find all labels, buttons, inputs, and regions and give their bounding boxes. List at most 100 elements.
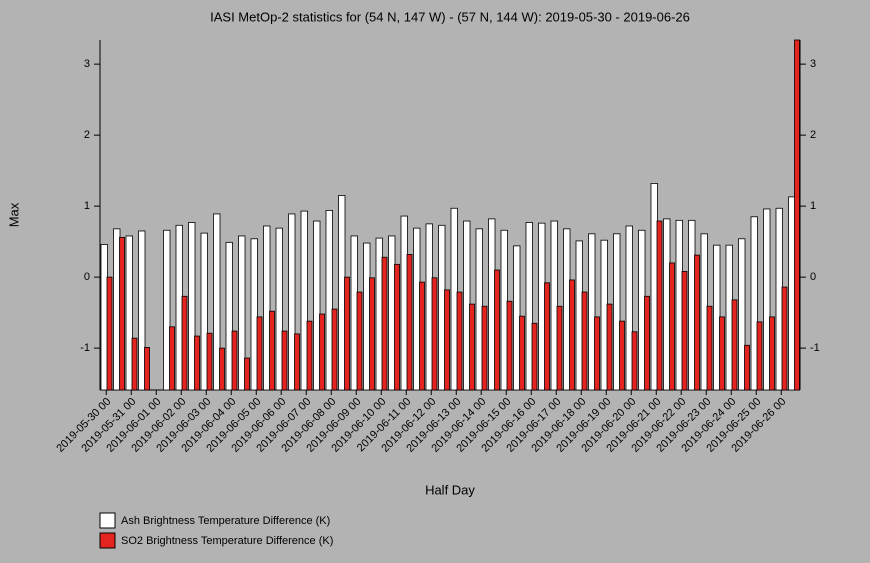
legend-swatch — [99, 532, 116, 549]
bar — [663, 218, 671, 391]
bar — [281, 330, 288, 391]
y2-tick-label: 2 — [810, 129, 816, 141]
legend-label: SO2 Brightness Temperature Difference (K… — [121, 535, 333, 547]
bar — [725, 244, 733, 391]
bar — [569, 279, 575, 391]
bar — [525, 222, 533, 391]
bar — [356, 291, 363, 391]
legend-swatch — [99, 512, 116, 529]
y2-tick-label: 0 — [810, 271, 816, 283]
bar — [769, 316, 775, 391]
y2-tick-label: 1 — [810, 200, 816, 212]
bar — [338, 195, 346, 391]
bar — [538, 222, 546, 391]
x-axis-label: Half Day — [425, 482, 475, 497]
bar — [644, 295, 650, 391]
bar — [131, 337, 138, 391]
bar — [194, 335, 200, 391]
bar — [731, 299, 738, 391]
bar — [594, 316, 600, 391]
bar — [300, 210, 308, 391]
legend-label: Ash Brightness Temperature Difference (K… — [121, 515, 330, 527]
bar — [288, 213, 296, 391]
bar — [113, 228, 121, 391]
bar — [456, 291, 463, 391]
bar — [744, 344, 750, 391]
bar — [675, 219, 683, 391]
bar — [550, 220, 558, 391]
bar — [425, 223, 433, 391]
bar — [788, 196, 796, 391]
bar — [219, 347, 225, 391]
bar — [488, 218, 496, 391]
bar — [581, 291, 588, 391]
bar — [719, 316, 725, 391]
bar — [544, 282, 550, 391]
bar — [163, 229, 171, 391]
bar — [250, 238, 258, 391]
bar — [619, 320, 625, 391]
bar — [369, 277, 375, 391]
bar — [256, 316, 263, 391]
bar — [531, 322, 538, 391]
bar — [638, 229, 646, 391]
bar — [756, 321, 763, 391]
bar — [231, 330, 238, 391]
bar — [100, 244, 108, 391]
bar — [631, 331, 638, 391]
y-tick-label: -1 — [80, 342, 90, 354]
bar — [781, 286, 788, 391]
bar — [363, 242, 371, 391]
bar — [688, 219, 696, 391]
bar — [556, 305, 563, 391]
bar — [319, 313, 325, 391]
bar — [469, 303, 475, 391]
bar — [794, 39, 800, 391]
y-tick-label: 0 — [84, 271, 90, 283]
y-tick-label: 1 — [84, 200, 90, 212]
bar — [419, 281, 425, 391]
y-tick-label: 2 — [84, 129, 90, 141]
bar — [506, 300, 513, 391]
bar — [563, 228, 571, 391]
bar — [381, 256, 388, 391]
bar — [125, 235, 133, 391]
chart-title: IASI MetOp-2 statistics for (54 N, 147 W… — [210, 9, 690, 24]
bar — [706, 305, 713, 391]
bar — [294, 333, 300, 391]
bar — [500, 229, 508, 391]
bar — [238, 235, 246, 391]
bar — [144, 347, 150, 391]
bar — [475, 228, 483, 391]
bar — [119, 236, 125, 391]
bar — [225, 241, 233, 391]
bar — [625, 225, 633, 391]
y2-tick-label: 3 — [810, 58, 816, 70]
bar — [681, 271, 688, 391]
bar — [244, 357, 250, 391]
bar — [431, 277, 438, 391]
bar — [206, 332, 213, 391]
bar — [106, 276, 113, 391]
bar — [494, 269, 500, 391]
bar — [444, 289, 450, 391]
bar — [275, 227, 283, 391]
bar — [656, 220, 663, 391]
bar — [438, 224, 446, 391]
bar — [738, 238, 746, 391]
bar — [188, 222, 196, 391]
bar — [463, 220, 471, 391]
bar — [325, 209, 333, 391]
y-tick-label: 3 — [84, 58, 90, 70]
bar — [306, 320, 313, 391]
bar — [450, 207, 458, 391]
bar — [406, 254, 413, 391]
bar — [331, 308, 338, 391]
y2-tick-label: -1 — [810, 342, 820, 354]
bar — [394, 263, 400, 391]
bar — [388, 235, 396, 391]
bar — [588, 233, 596, 391]
bar — [763, 208, 771, 391]
bar — [650, 183, 658, 391]
